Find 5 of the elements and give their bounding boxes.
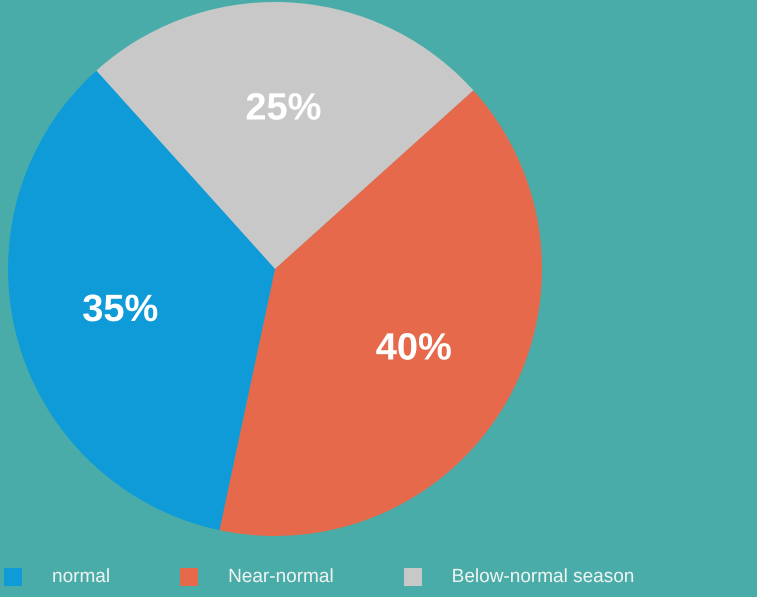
data-label: 35% bbox=[82, 288, 158, 330]
data-label: 40% bbox=[376, 326, 452, 369]
legend-label: Near-normal bbox=[228, 566, 334, 588]
legend-label: normal bbox=[52, 566, 110, 588]
legend-label: Below-normal season bbox=[452, 566, 634, 588]
